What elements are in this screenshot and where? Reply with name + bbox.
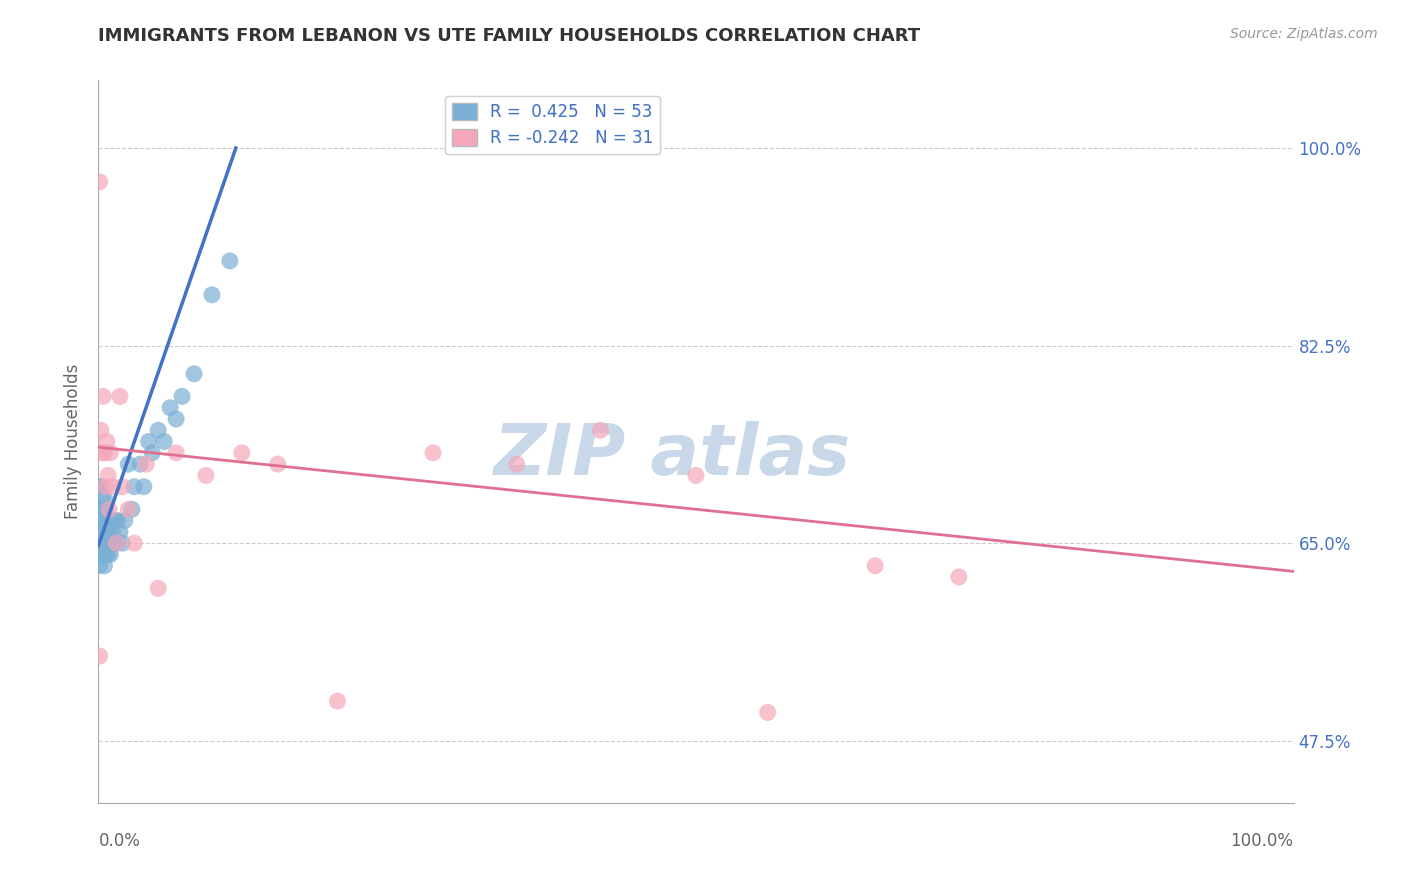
Point [94, 548, 117, 562]
Point [91, 548, 114, 562]
Point [111, 536, 134, 550]
Point [101, 524, 124, 539]
Text: IMMIGRANTS FROM LEBANON VS UTE FAMILY HOUSEHOLDS CORRELATION CHART: IMMIGRANTS FROM LEBANON VS UTE FAMILY HO… [98, 27, 921, 45]
Point [89, 648, 111, 663]
Point [90, 423, 112, 437]
Point [104, 514, 127, 528]
Point [148, 423, 170, 437]
Point [98, 536, 121, 550]
Point [98, 548, 122, 562]
Point [153, 434, 176, 449]
Point [159, 401, 181, 415]
Point [90, 524, 112, 539]
Point [96, 536, 118, 550]
Point [91, 524, 114, 539]
Point [91, 536, 114, 550]
Point [89, 480, 111, 494]
Point [100, 536, 122, 550]
Point [231, 446, 253, 460]
Point [93, 558, 115, 573]
Point [219, 253, 242, 268]
Point [89, 514, 111, 528]
Point [96, 514, 118, 528]
Point [117, 502, 139, 516]
Point [103, 536, 125, 550]
Point [89, 502, 111, 516]
Point [97, 524, 120, 539]
Point [948, 570, 970, 584]
Point [114, 514, 136, 528]
Point [93, 514, 115, 528]
Point [94, 524, 117, 539]
Point [267, 457, 290, 471]
Point [148, 582, 170, 596]
Y-axis label: Family Households: Family Households [65, 364, 83, 519]
Point [107, 514, 129, 528]
Point [89, 536, 111, 550]
Point [124, 536, 146, 550]
Point [108, 524, 131, 539]
Point [90, 480, 112, 494]
Text: ZIP atlas: ZIP atlas [494, 422, 851, 491]
Point [132, 480, 155, 494]
Point [98, 514, 122, 528]
Point [97, 468, 120, 483]
Point [98, 502, 121, 516]
Text: 100.0%: 100.0% [1230, 831, 1294, 850]
Point [91, 514, 114, 528]
Point [201, 287, 224, 301]
Point [422, 446, 444, 460]
Point [865, 558, 887, 573]
Point [685, 468, 707, 483]
Point [90, 502, 112, 516]
Point [98, 446, 122, 460]
Point [101, 480, 124, 494]
Point [91, 389, 114, 403]
Point [165, 446, 187, 460]
Legend: R =  0.425   N = 53, R = -0.242   N = 31: R = 0.425 N = 53, R = -0.242 N = 31 [446, 95, 659, 153]
Point [89, 558, 111, 573]
Text: 0.0%: 0.0% [98, 831, 141, 850]
Point [138, 434, 160, 449]
Text: Source: ZipAtlas.com: Source: ZipAtlas.com [1230, 27, 1378, 41]
Point [93, 536, 115, 550]
Point [195, 468, 218, 483]
Point [93, 446, 115, 460]
Point [135, 457, 157, 471]
Point [97, 548, 120, 562]
Point [589, 423, 612, 437]
Point [105, 536, 128, 550]
Point [108, 389, 131, 403]
Point [91, 502, 114, 516]
Point [172, 389, 194, 403]
Point [129, 457, 152, 471]
Point [94, 502, 117, 516]
Point [105, 536, 128, 550]
Point [183, 367, 205, 381]
Point [506, 457, 529, 471]
Point [96, 434, 118, 449]
Point [326, 694, 349, 708]
Point [124, 480, 146, 494]
Point [91, 446, 114, 460]
Point [141, 446, 163, 460]
Point [90, 548, 112, 562]
Point [756, 706, 779, 720]
Point [121, 502, 143, 516]
Point [93, 491, 115, 505]
Point [91, 491, 114, 505]
Point [111, 480, 134, 494]
Point [89, 175, 111, 189]
Point [165, 412, 187, 426]
Point [117, 457, 139, 471]
Point [94, 480, 117, 494]
